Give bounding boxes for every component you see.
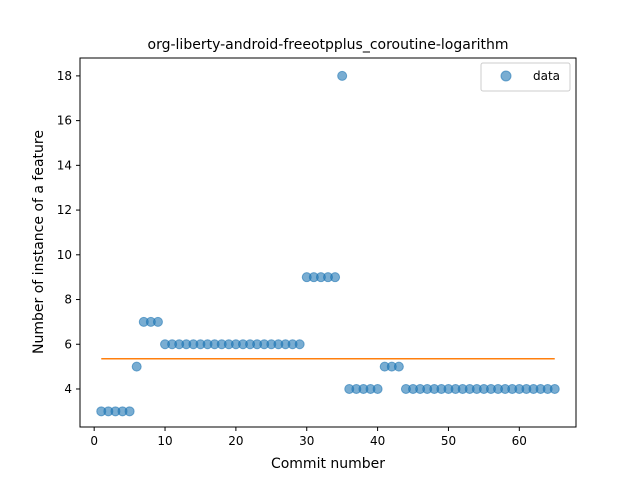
x-tick-label: 0 [90, 434, 98, 448]
y-tick-label: 14 [57, 158, 72, 172]
y-tick-label: 18 [57, 69, 72, 83]
x-tick-label: 10 [157, 434, 172, 448]
plot-frame [79, 57, 577, 428]
chart-title: org-liberty-android-freeotpplus_coroutin… [148, 37, 509, 53]
legend-box [480, 62, 571, 92]
data-point [337, 70, 348, 81]
y-tick-label: 4 [64, 382, 72, 396]
data-point [393, 361, 404, 372]
x-axis-label: Commit number [271, 456, 385, 472]
data-point [124, 406, 135, 417]
legend-label: data [533, 69, 560, 83]
y-tick-label: 12 [57, 203, 72, 217]
y-tick-label: 10 [57, 248, 72, 262]
x-tick-label: 40 [370, 434, 385, 448]
data-point [294, 339, 305, 350]
y-axis-label: Number of instance of a feature [31, 130, 47, 354]
data-point [152, 316, 163, 327]
y-tick-label: 6 [64, 337, 72, 351]
data-point [131, 361, 142, 372]
x-tick-label: 50 [441, 434, 456, 448]
data-point [372, 383, 383, 394]
x-tick-label: 20 [228, 434, 243, 448]
data-point [330, 272, 341, 283]
y-tick-label: 8 [64, 293, 72, 307]
data-point [549, 383, 560, 394]
legend-marker [500, 70, 512, 82]
legend: data [480, 62, 571, 92]
x-tick-label: 60 [512, 434, 527, 448]
x-tick-label: 30 [299, 434, 314, 448]
y-tick-label: 16 [57, 114, 72, 128]
